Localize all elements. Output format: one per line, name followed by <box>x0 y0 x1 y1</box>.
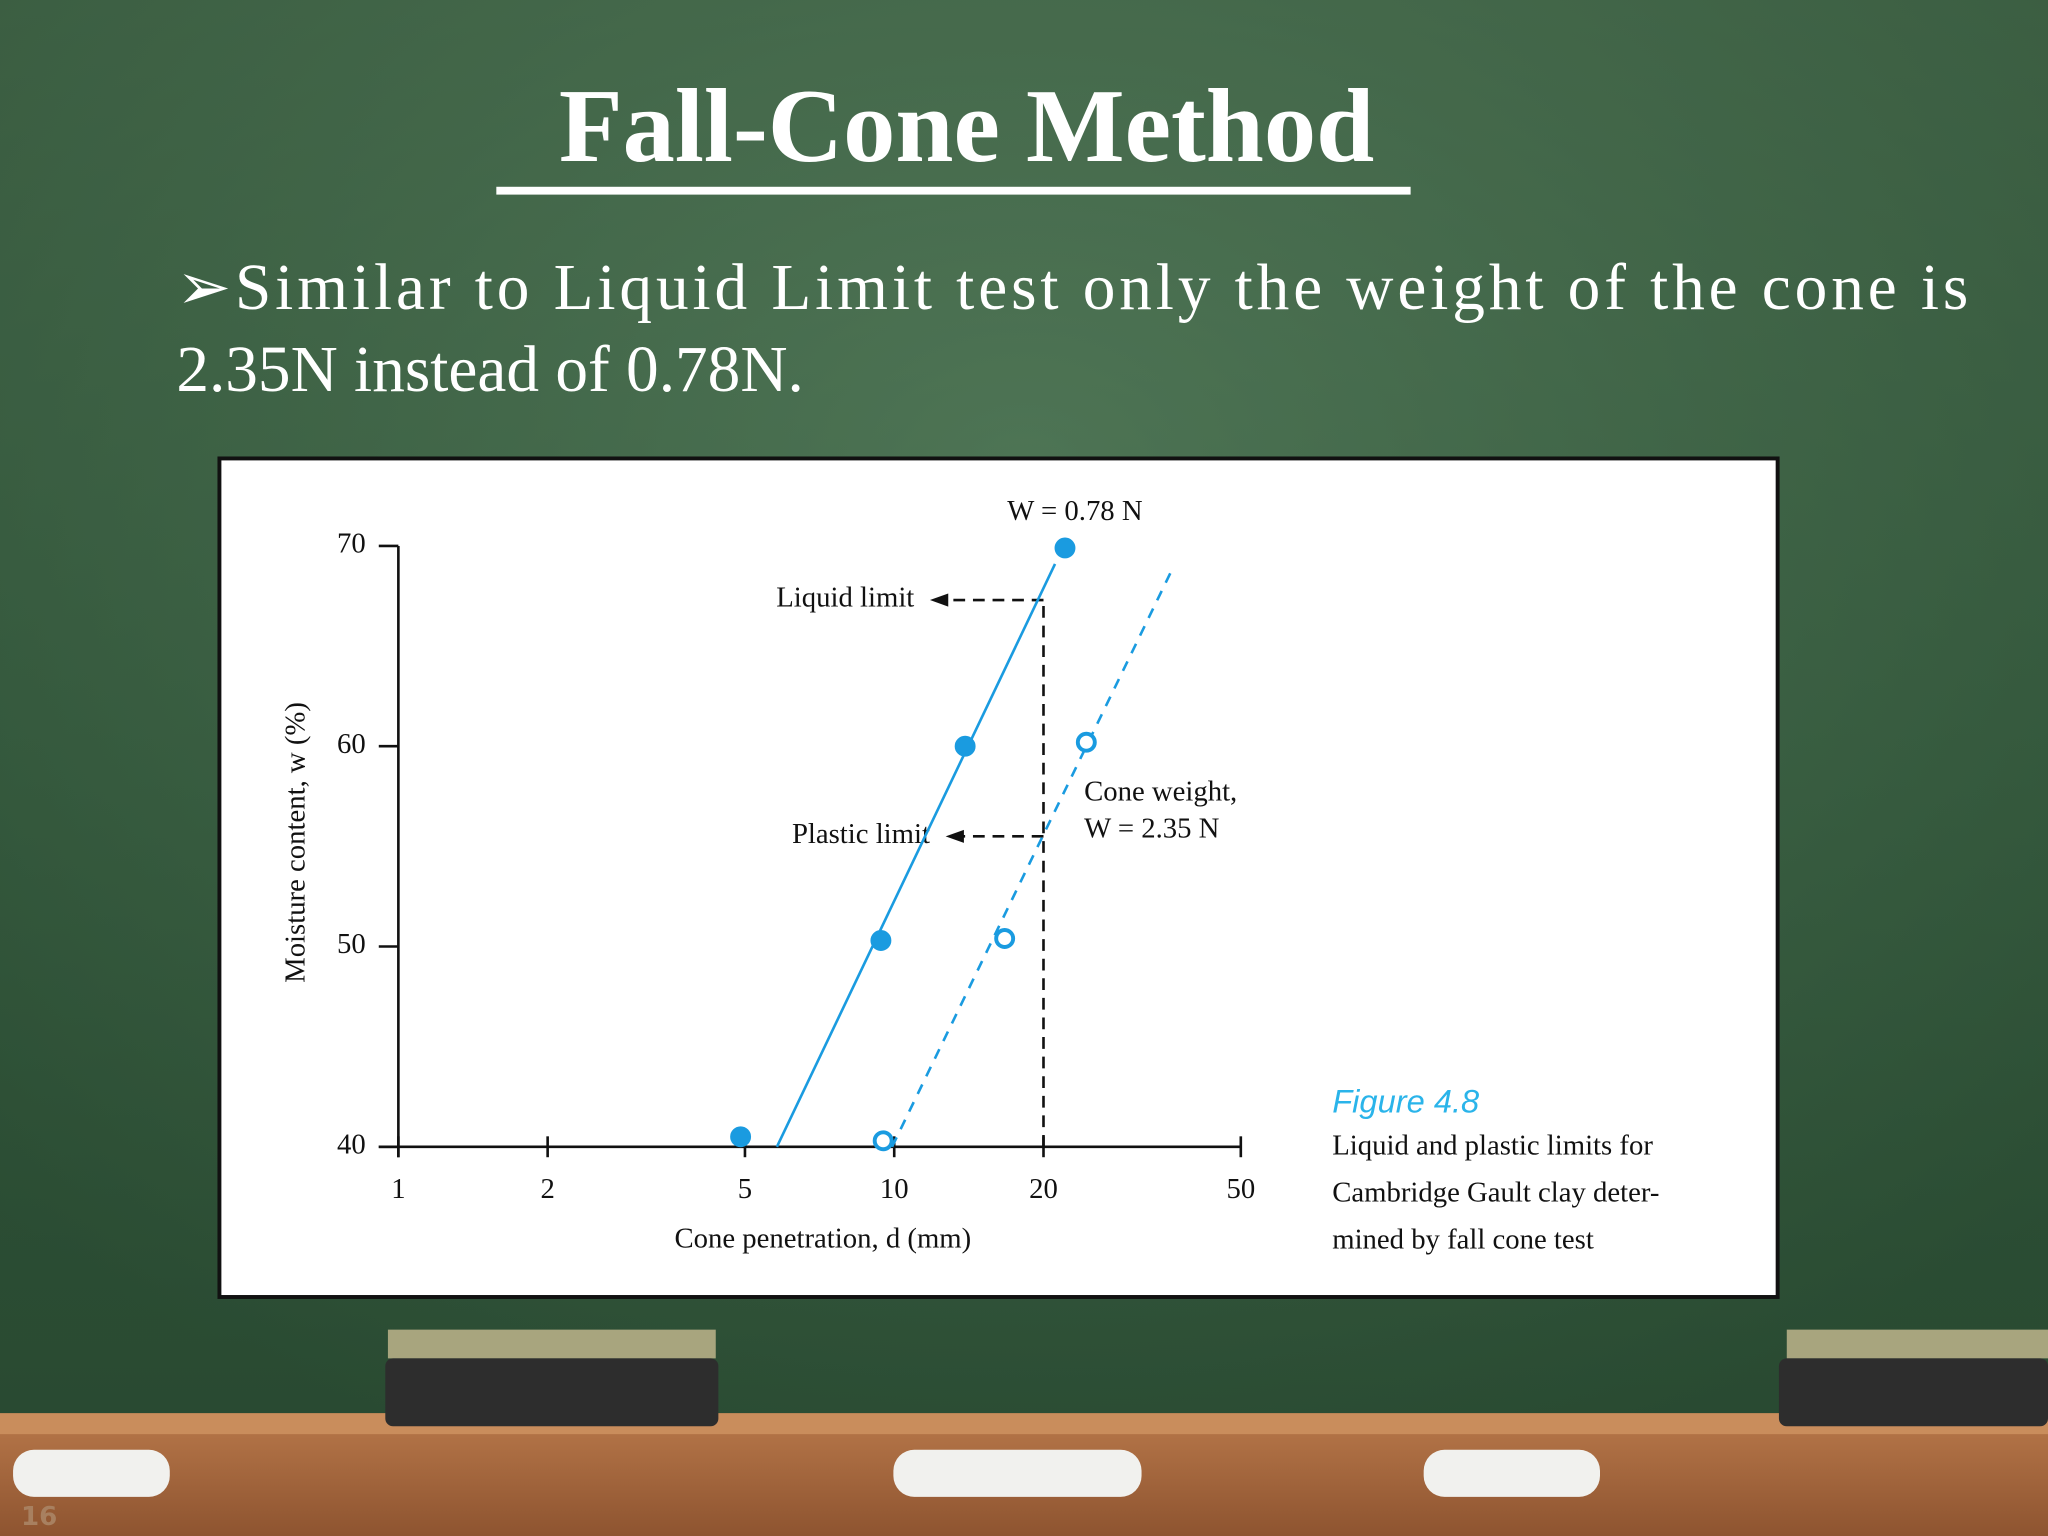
data-point <box>730 1126 752 1148</box>
fit-line <box>890 569 1174 1148</box>
y-axis-label: Moisture content, w (%) <box>279 702 311 983</box>
limit-label: Plastic limit <box>792 818 930 850</box>
slide-title: Fall-Cone Method <box>559 68 1374 184</box>
x-tick-label: 10 <box>880 1173 909 1205</box>
y-tick-label: 60 <box>337 728 366 760</box>
data-point <box>870 930 892 951</box>
data-point <box>872 1130 894 1152</box>
page-number: 16 <box>21 1502 57 1532</box>
x-tick-label: 5 <box>738 1173 752 1205</box>
data-point <box>954 735 976 757</box>
x-tick-label: 50 <box>1226 1173 1255 1205</box>
data-point <box>994 928 1016 949</box>
arrowhead <box>929 593 949 607</box>
chalk <box>1423 1449 1600 1497</box>
y-tick-label: 70 <box>337 528 366 560</box>
caption-line: Liquid and plastic limits for <box>1332 1130 1653 1162</box>
data-point <box>1054 537 1076 559</box>
fit-line <box>775 563 1057 1148</box>
chalk <box>893 1449 1142 1497</box>
caption-title: Figure 4.8 <box>1332 1082 1479 1119</box>
bullet-line: 2.35N instead of 0.78N. <box>176 334 804 406</box>
bullet-line: ➢Similar to Liquid Limit test only the w… <box>176 252 1968 324</box>
chart: 40 50 60 70 1 2 5 10 20 50 Cone penetration, d (mm… <box>279 495 1659 1256</box>
figure-frame <box>217 456 1780 1299</box>
y-tick-label: 40 <box>337 1128 366 1160</box>
data-point <box>1075 731 1097 753</box>
series-label: W = 2.35 N <box>1084 812 1220 844</box>
series-label: W = 0.78 N <box>1007 495 1143 527</box>
tray-lip <box>0 1413 2048 1435</box>
eraser <box>385 1358 719 1427</box>
eraser <box>1778 1358 2048 1427</box>
x-tick-label: 20 <box>1029 1173 1058 1205</box>
annotation: Cone weight, <box>1084 776 1237 808</box>
limit-label: Liquid limit <box>776 582 914 614</box>
arrowhead <box>945 829 964 843</box>
eraser-top <box>1786 1329 2048 1359</box>
caption-line: mined by fall cone test <box>1332 1224 1594 1256</box>
eraser-top <box>387 1329 716 1359</box>
title-underline <box>496 186 1411 195</box>
chalk <box>13 1449 170 1497</box>
y-tick-label: 50 <box>337 928 366 960</box>
x-axis-label: Cone penetration, d (mm) <box>675 1222 972 1254</box>
x-tick-label: 2 <box>540 1173 554 1205</box>
x-tick-label: 1 <box>391 1173 405 1205</box>
caption-line: Cambridge Gault clay deter- <box>1332 1177 1659 1209</box>
